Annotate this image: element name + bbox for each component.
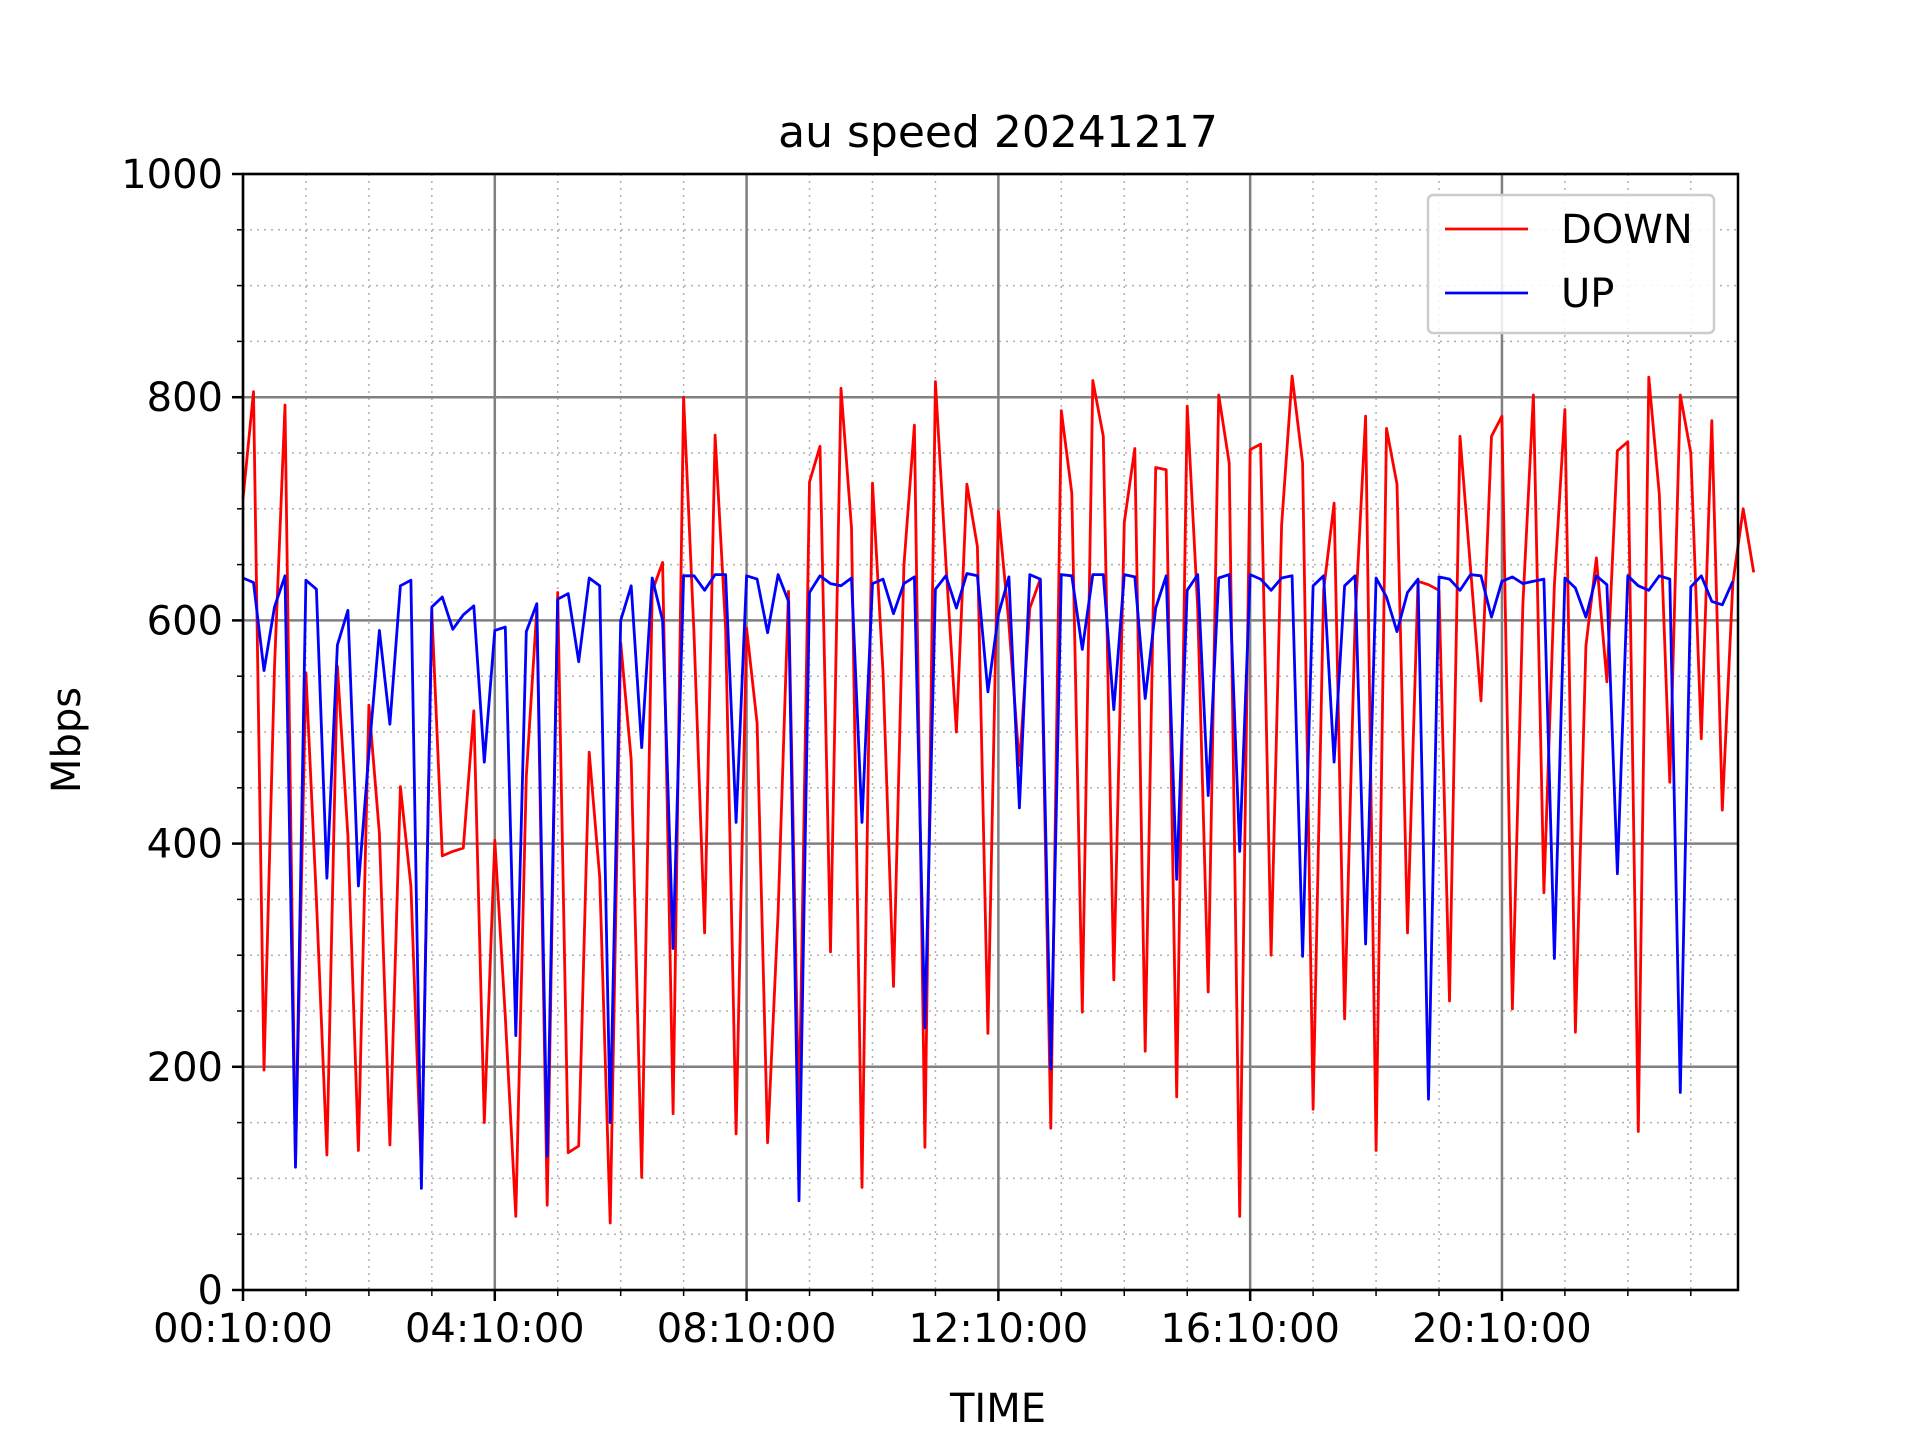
y-tick-label: 1000 — [121, 152, 223, 198]
legend-label-up: UP — [1561, 271, 1614, 317]
legend: DOWN UP — [1426, 193, 1716, 335]
y-axis-label: Mbps — [44, 687, 90, 793]
x-tick-label: 00:10:00 — [153, 1306, 333, 1352]
legend-label-down: DOWN — [1561, 207, 1693, 253]
y-tick-label: 800 — [147, 375, 223, 421]
y-tick-label: 0 — [198, 1268, 223, 1314]
series-line-down — [241, 374, 1756, 1225]
y-tick-label: 400 — [147, 822, 223, 868]
x-tick-label: 12:10:00 — [909, 1306, 1089, 1352]
tick-labels: 00:10:00 04:10:00 08:10:00 12:10:00 16:10:00… — [121, 152, 1592, 1352]
x-tick-label: 04:10:00 — [405, 1306, 585, 1352]
y-tick-label: 200 — [147, 1045, 223, 1091]
plot-series — [241, 374, 1756, 1225]
x-axis-label: TIME — [949, 1386, 1046, 1432]
x-tick-label: 20:10:00 — [1412, 1306, 1592, 1352]
plot-frame — [241, 172, 1740, 1292]
y-tick-label: 600 — [147, 598, 223, 644]
series-line-up — [242, 572, 1735, 1203]
chart-title: au speed 20241217 — [778, 107, 1218, 158]
x-tick-label: 16:10:00 — [1160, 1306, 1340, 1352]
x-tick-label: 08:10:00 — [657, 1306, 837, 1352]
major-grid — [241, 172, 1738, 1292]
